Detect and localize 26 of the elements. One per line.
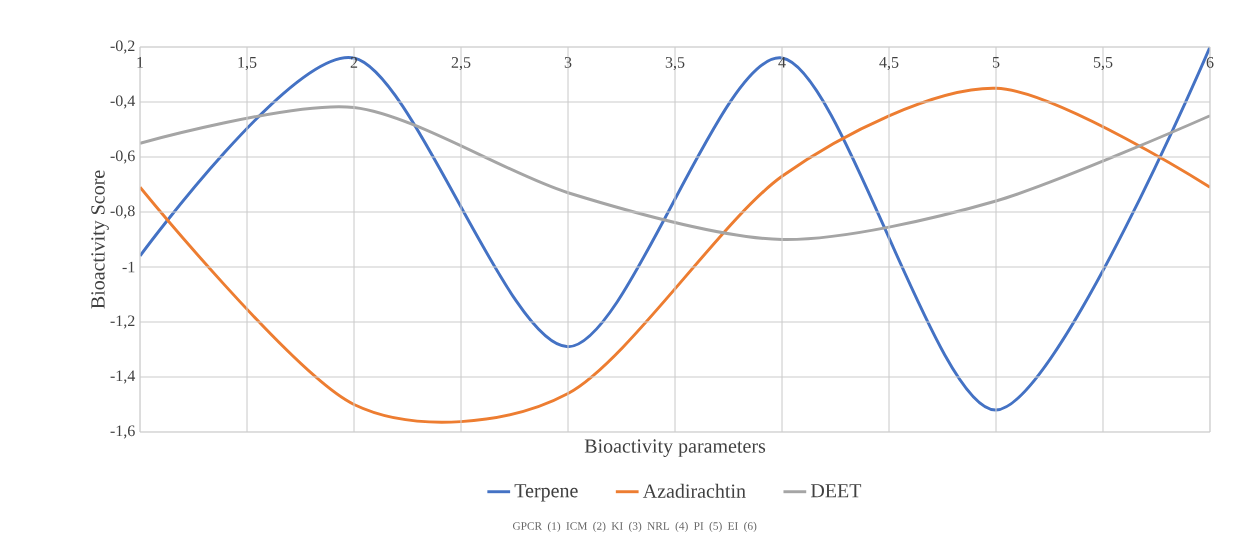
y-tick-label: -0,8	[110, 205, 135, 219]
x-tick-label: 1	[137, 57, 144, 68]
x-tick-label: 6	[1206, 57, 1214, 68]
y-tick-label: -1,4	[110, 370, 136, 384]
x-tick-label: 1,5	[238, 57, 257, 71]
x-tick-label: 4	[778, 57, 786, 68]
y-tick-label: -0,6	[110, 150, 135, 164]
text: GPCR (1) ICM (2) KI (3) NRL (4) PI (5) EI (6)	[512, 521, 757, 533]
y-tick-label: -1,6	[110, 425, 135, 439]
legend-label: Terpene	[514, 484, 578, 502]
x-tick-label: 2	[350, 57, 358, 68]
y-tick-label: -1	[122, 261, 135, 273]
legend-label: Azadirachtin	[642, 483, 746, 498]
legend-label: DEET	[810, 484, 862, 498]
x-axis-title: Bioactivity parameters	[584, 439, 766, 457]
y-tick-label: -1,2	[110, 315, 135, 329]
x-tick-label: 5	[992, 57, 1000, 68]
y-tick-label: -0,4	[110, 95, 136, 109]
x-tick-label: 2,5	[451, 57, 471, 71]
line-series	[140, 105, 1210, 241]
y-tick-label: -0,2	[110, 40, 135, 54]
x-tick-label: 5,5	[1093, 57, 1113, 70]
y-axis-title: Bioactivity Score	[91, 170, 109, 309]
x-tick-label: 4,5	[879, 57, 899, 71]
x-tick-label: 3	[564, 57, 572, 68]
x-tick-label: 3,5	[665, 57, 685, 71]
